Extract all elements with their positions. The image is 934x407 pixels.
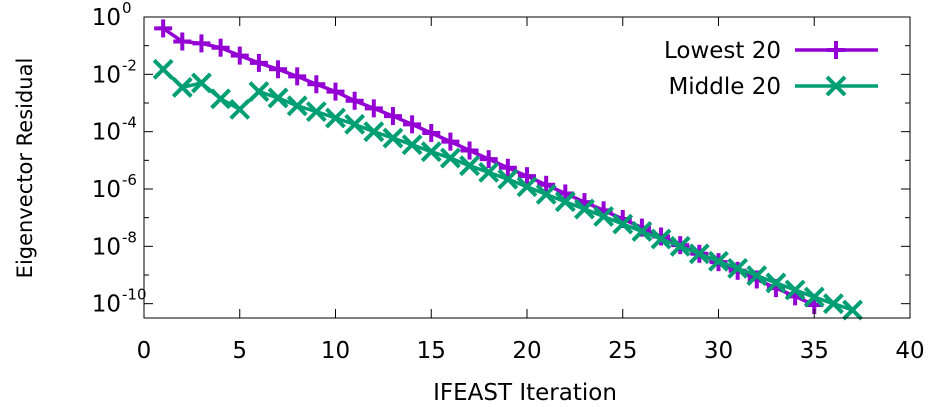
- data-point: [554, 191, 576, 213]
- data-point: [669, 235, 691, 257]
- data-point: [267, 87, 289, 109]
- data-point: [593, 206, 615, 227]
- data-point: [825, 75, 847, 97]
- data-point: [516, 176, 538, 198]
- y-tick-exponent: -6: [122, 171, 137, 189]
- data-point: [345, 91, 364, 110]
- data-point: [326, 82, 345, 101]
- data-point: [211, 38, 230, 57]
- data-point: [286, 95, 308, 117]
- data-point: [305, 101, 327, 123]
- x-tick-label: 35: [800, 338, 829, 364]
- data-point: [612, 213, 634, 235]
- legend-label: Middle 20: [668, 74, 781, 100]
- data-point: [537, 175, 556, 194]
- data-point: [154, 19, 173, 38]
- data-point: [230, 46, 249, 65]
- series-line: [161, 68, 854, 312]
- x-tick-label: 5: [232, 338, 247, 364]
- data-point: [383, 107, 402, 126]
- x-tick-label: 10: [321, 338, 350, 364]
- data-point: [827, 41, 845, 59]
- data-point: [173, 32, 192, 51]
- data-point: [784, 279, 806, 301]
- data-point: [344, 113, 366, 135]
- data-point: [325, 107, 346, 129]
- y-tick-exponent: 0: [122, 0, 132, 17]
- x-tick-label: 25: [608, 338, 637, 364]
- data-point: [459, 155, 480, 177]
- data-point: [479, 150, 498, 169]
- data-point: [382, 127, 404, 149]
- legend: Lowest 20 Middle 20: [664, 38, 878, 100]
- data-point: [498, 158, 517, 177]
- data-point: [269, 60, 288, 79]
- data-point: [210, 88, 232, 110]
- data-point: [152, 58, 174, 80]
- y-tick-exponent: -2: [122, 56, 137, 74]
- y-axis-label: Eigenvector Residual: [13, 58, 37, 279]
- y-tick-label: 10: [92, 292, 121, 318]
- data-point: [727, 257, 749, 279]
- data-point: [708, 250, 729, 272]
- data-point: [746, 265, 768, 287]
- data-point: [191, 72, 212, 94]
- y-tick-exponent: -8: [122, 228, 137, 246]
- y-tick-label: 10: [92, 62, 121, 88]
- data-point: [249, 53, 268, 72]
- data-point: [688, 243, 710, 265]
- x-tick-label: 20: [512, 338, 541, 364]
- data-point: [401, 134, 423, 156]
- legend-label: Lowest 20: [664, 38, 781, 64]
- data-point: [171, 76, 193, 98]
- data-point: [631, 221, 653, 242]
- y-tick-label: 10: [92, 5, 121, 31]
- data-point: [364, 99, 383, 118]
- y-tick-label: 10: [92, 177, 121, 203]
- data-point: [535, 183, 557, 205]
- data-point: [229, 98, 251, 120]
- data-point: [478, 161, 500, 183]
- x-axis-label: IFEAST Iteration: [433, 380, 617, 406]
- data-point: [441, 132, 460, 151]
- data-point: [192, 34, 211, 53]
- data-point: [422, 123, 441, 142]
- data-point: [439, 147, 461, 169]
- y-tick-exponent: -4: [122, 114, 137, 132]
- data-point: [803, 286, 825, 308]
- data-point: [574, 198, 595, 220]
- x-tick-label: 30: [704, 338, 733, 364]
- data-point: [765, 272, 787, 294]
- x-tick-label: 0: [137, 338, 152, 364]
- series-layer: [152, 19, 863, 321]
- y-tick-label: 10: [92, 120, 121, 146]
- x-tick-label: 40: [895, 338, 924, 364]
- data-point: [842, 299, 863, 321]
- y-tick-exponent: -10: [122, 286, 147, 304]
- data-point: [518, 167, 536, 186]
- x-tick-label: 15: [417, 338, 446, 364]
- data-point: [403, 115, 422, 134]
- data-point: [248, 81, 270, 103]
- data-point: [363, 121, 385, 143]
- data-point: [460, 141, 479, 160]
- y-tick-label: 10: [92, 234, 121, 260]
- series-middle-20: [152, 58, 863, 321]
- data-point: [497, 168, 519, 190]
- data-point: [420, 141, 442, 163]
- data-point: [650, 228, 672, 250]
- data-point: [288, 67, 307, 86]
- data-point: [307, 75, 326, 94]
- data-point: [822, 293, 844, 315]
